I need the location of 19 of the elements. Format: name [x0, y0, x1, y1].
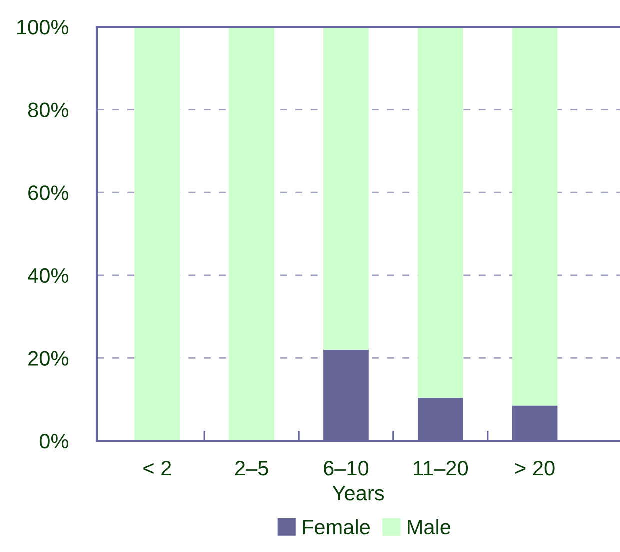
legend-label: Female	[303, 519, 370, 535]
x-tick-label: 6–10	[324, 460, 369, 476]
legend-label: Male	[408, 519, 451, 535]
bar	[418, 27, 464, 398]
y-tick-label: 100%	[18, 20, 68, 35]
y-tick-label: 40%	[28, 268, 68, 284]
y-tick-label: 80%	[28, 102, 68, 118]
bar	[324, 27, 369, 350]
y-tick-label: 0%	[40, 434, 68, 449]
y-tick-label: 60%	[28, 186, 68, 200]
x-tick-label: 2–5	[235, 460, 268, 476]
y-tick-label: 20%	[28, 351, 68, 366]
x-axis-title: Years	[332, 486, 384, 501]
bar	[134, 27, 180, 441]
x-tick-label: < 2	[144, 460, 172, 476]
bar	[512, 27, 558, 406]
bar	[229, 27, 274, 441]
x-tick-label: > 20	[516, 460, 555, 476]
x-tick-label: 11–20	[414, 460, 468, 476]
